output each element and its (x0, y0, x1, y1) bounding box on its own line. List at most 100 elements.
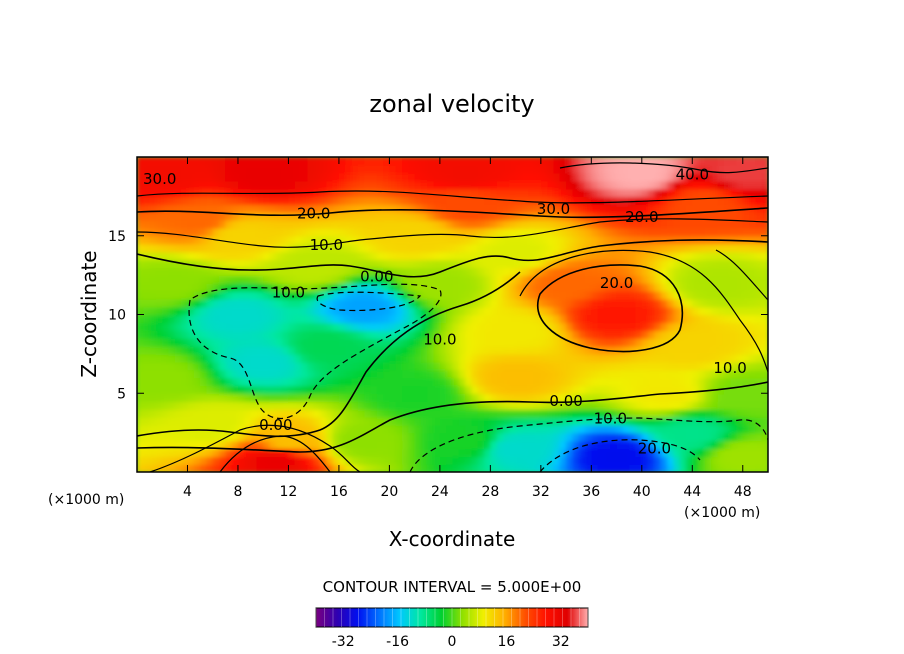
field-cell (282, 298, 290, 308)
field-cell (521, 338, 530, 347)
field-cell (307, 172, 315, 182)
field-cell (231, 164, 239, 174)
field-cell (490, 227, 498, 237)
field-cell (603, 322, 612, 332)
field-cell (155, 251, 164, 261)
field-cell (723, 330, 731, 339)
field-cell (143, 267, 151, 276)
field-cell (420, 377, 429, 387)
field-cell (648, 283, 656, 292)
field-cell (332, 416, 340, 426)
field-cell (294, 393, 302, 402)
field-cell (723, 212, 731, 221)
field-cell (723, 346, 731, 355)
field-cell (528, 440, 536, 450)
field-cell (250, 306, 258, 316)
field-cell (704, 314, 713, 324)
field-cell (231, 369, 239, 379)
field-cell (692, 267, 700, 276)
field-cell (648, 432, 656, 442)
field-cell (162, 157, 170, 166)
field-cell (439, 251, 447, 261)
field-cell (610, 401, 618, 410)
field-cell (313, 456, 321, 465)
field-cell (736, 330, 744, 339)
field-cell (572, 401, 580, 410)
field-cell (364, 204, 372, 213)
field-cell (667, 283, 675, 292)
field-cell (395, 385, 403, 395)
field-cell (155, 456, 164, 465)
field-cell (307, 448, 315, 458)
field-cell (597, 259, 605, 269)
field-cell (269, 314, 277, 324)
field-cell (723, 361, 731, 371)
field-cell (174, 235, 182, 245)
field-cell (717, 283, 725, 292)
field-cell (137, 464, 145, 472)
field-cell (408, 432, 416, 442)
field-cell (376, 464, 384, 472)
field-cell (597, 361, 605, 371)
field-cell (408, 172, 416, 182)
field-cell (521, 432, 530, 442)
field-cell (402, 235, 410, 245)
field-cell (414, 338, 422, 347)
field-cell (427, 188, 435, 198)
field-cell (749, 456, 757, 465)
field-cell (477, 448, 485, 458)
field-cell (559, 393, 567, 402)
field-cell (692, 338, 700, 347)
field-cell (370, 235, 378, 245)
field-cell (540, 409, 548, 418)
field-cell (181, 424, 189, 434)
field-cell (610, 180, 618, 190)
field-cell (294, 306, 302, 316)
field-cell (648, 220, 656, 229)
field-cell (761, 440, 768, 450)
field-cell (181, 330, 189, 339)
field-cell (673, 227, 681, 237)
field-cell (288, 377, 296, 387)
field-cell (200, 393, 208, 402)
field-cell (484, 424, 492, 434)
field-cell (673, 188, 681, 198)
field-cell (471, 267, 479, 276)
field-cell (225, 464, 233, 472)
field-cell (364, 172, 372, 182)
field-cell (458, 409, 466, 418)
field-cell (566, 204, 574, 213)
field-cell (244, 401, 252, 410)
field-cell (452, 259, 460, 269)
field-cell (301, 283, 309, 292)
field-cell (439, 432, 447, 442)
field-cell (345, 204, 353, 213)
field-cell (364, 314, 372, 324)
field-cell (679, 385, 687, 395)
field-cell (566, 346, 574, 355)
field-cell (212, 220, 220, 229)
field-cell (319, 180, 328, 190)
field-cell (654, 220, 662, 229)
field-cell (572, 377, 580, 387)
field-cell (351, 377, 359, 387)
field-cell (616, 330, 624, 339)
field-cell (250, 204, 258, 213)
field-cell (635, 314, 643, 324)
field-cell (256, 385, 264, 395)
field-cell (351, 196, 359, 206)
field-cell (370, 243, 378, 253)
field-cell (667, 220, 675, 229)
field-cell (237, 306, 246, 316)
field-cell (212, 322, 220, 332)
field-cell (364, 456, 372, 465)
field-cell (654, 235, 662, 245)
field-cell (616, 267, 624, 276)
field-cell (597, 235, 605, 245)
field-cell (250, 227, 258, 237)
contour-line-neg10-lower (409, 417, 768, 472)
field-cell (490, 196, 498, 206)
field-cell (395, 409, 403, 418)
field-cell (484, 196, 492, 206)
field-cell (761, 377, 768, 387)
